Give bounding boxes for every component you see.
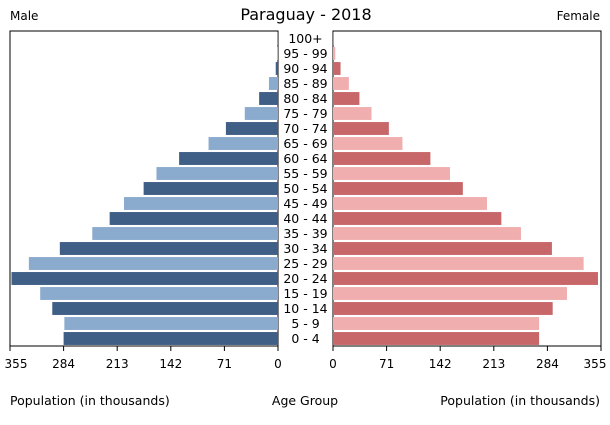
male-bar-35-39 [92,227,278,240]
age-group-label: 70 - 74 [283,121,327,136]
female-x-tick-label: 213 [482,357,505,371]
female-x-tick-label: 355 [584,357,607,371]
female-bar-25-29 [333,257,584,270]
age-group-label: 100+ [288,31,322,46]
x-axis-label-male: Population (in thousands) [10,393,170,408]
age-group-label: 90 - 94 [283,61,327,76]
female-bar-75-79 [333,107,372,120]
female-bar-40-44 [333,212,502,225]
age-group-label: 65 - 69 [283,136,327,151]
age-group-label: 10 - 14 [283,301,327,316]
female-bar-65-69 [333,137,403,150]
female-bar-85-89 [333,77,349,90]
male-bar-50-54 [143,182,278,195]
male-bar-95-99 [277,47,278,60]
female-bar-90-94 [333,62,341,75]
female-bar-20-24 [333,272,598,285]
male-bar-5-9 [64,317,279,330]
male-x-tick-label: 213 [106,357,129,371]
age-group-label: 55 - 59 [283,166,327,181]
age-group-label: 0 - 4 [291,331,319,346]
male-bar-0-4 [63,332,278,345]
age-group-label: 15 - 19 [283,286,327,301]
male-x-tick-label: 284 [52,357,75,371]
male-x-tick-label: 71 [217,357,232,371]
age-group-axis-label: Age Group [272,393,338,408]
female-x-tick-label: 284 [536,357,559,371]
age-group-label: 5 - 9 [291,316,319,331]
age-group-label: 80 - 84 [283,91,327,106]
age-group-label: 25 - 29 [283,256,327,271]
chart-title: Paraguay - 2018 [240,5,371,24]
age-group-label: 75 - 79 [283,106,327,121]
female-label: Female [557,9,600,23]
male-bar-85-89 [268,77,278,90]
male-label: Male [10,9,38,23]
male-bar-40-44 [109,212,279,225]
female-bar-15-19 [333,287,568,300]
male-bar-75-79 [244,107,278,120]
age-group-label: 30 - 34 [283,241,327,256]
male-bar-90-94 [275,62,278,75]
male-x-tick-label: 0 [274,357,282,371]
male-bar-80-84 [259,92,278,105]
female-bar-50-54 [333,182,463,195]
female-bar-10-14 [333,302,553,315]
male-bar-60-64 [179,152,278,165]
male-x-tick-label: 142 [159,357,182,371]
female-x-tick-label: 0 [329,357,337,371]
female-x-tick-label: 71 [379,357,394,371]
male-bar-30-34 [59,242,279,255]
male-bar-20-24 [11,272,279,285]
female-bar-80-84 [333,92,360,105]
female-panel: 0 71 142 213 284 355 [329,30,607,371]
female-bar-30-34 [333,242,552,255]
female-bar-55-59 [333,167,451,180]
female-x-tick-label: 142 [429,357,452,371]
age-group-label: 60 - 64 [283,151,327,166]
age-group-label: 95 - 99 [283,46,327,61]
male-bar-10-14 [52,302,278,315]
male-bar-15-19 [40,287,279,300]
male-bar-45-49 [123,197,278,210]
male-bar-25-29 [28,257,278,270]
age-group-label: 85 - 89 [283,76,327,91]
age-group-label: 45 - 49 [283,196,327,211]
male-panel: 0 71 142 213 284 355 [5,30,282,371]
female-bar-60-64 [333,152,431,165]
age-group-label: 20 - 24 [283,271,327,286]
male-x-tick-label: 355 [5,357,28,371]
female-bar-0-4 [333,332,540,345]
male-bar-70-74 [225,122,278,135]
female-bar-5-9 [333,317,540,330]
female-bar-35-39 [333,227,521,240]
age-group-label: 35 - 39 [283,226,327,241]
male-bar-55-59 [156,167,278,180]
age-group-label: 40 - 44 [283,211,327,226]
female-bar-45-49 [333,197,488,210]
female-bar-100plus [333,32,334,45]
female-bar-70-74 [333,122,389,135]
male-bar-65-69 [208,137,278,150]
age-group-label: 50 - 54 [283,181,327,196]
female-bar-95-99 [333,47,336,60]
x-axis-label-female: Population (in thousands) [440,393,600,408]
